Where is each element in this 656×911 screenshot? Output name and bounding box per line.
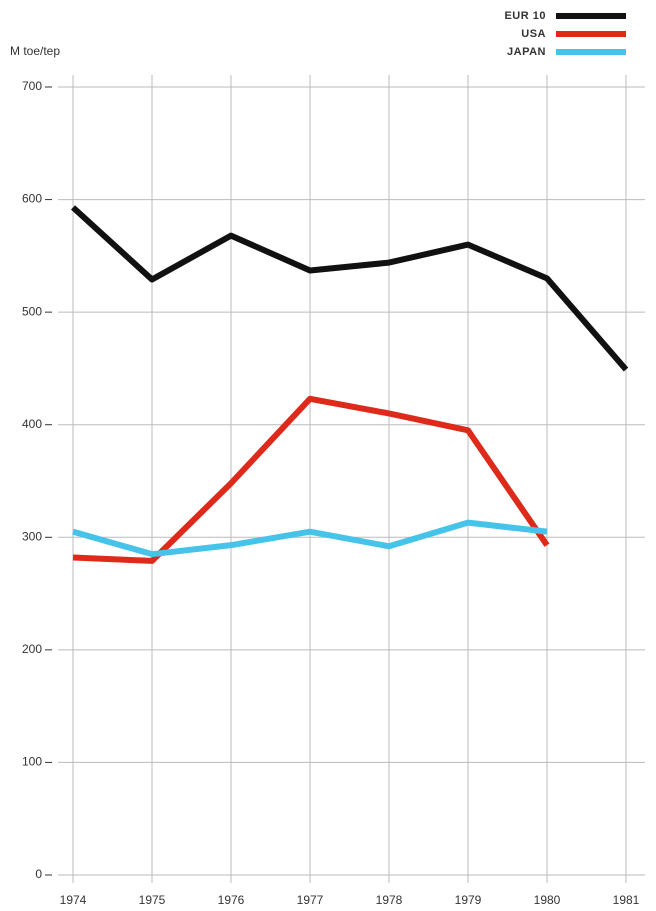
y-tick-label: 700: [22, 79, 42, 93]
y-tick-label: 100: [22, 755, 42, 769]
legend-label: JAPAN: [507, 46, 546, 58]
y-axis-label: M toe/tep: [10, 44, 60, 58]
x-tick-label: 1979: [455, 893, 482, 907]
y-tick-label: 300: [22, 529, 42, 543]
x-tick-label: 1974: [60, 893, 87, 907]
series-line: [70, 205, 629, 372]
x-tick-label: 1978: [376, 893, 403, 907]
series-line: [72, 519, 548, 558]
y-tick-label: 0: [35, 867, 42, 881]
x-tick-label: 1976: [218, 893, 245, 907]
x-tick-label: 1980: [534, 893, 561, 907]
x-tick-label: 1975: [139, 893, 166, 907]
legend-label: USA: [521, 28, 546, 40]
series-line: [72, 395, 550, 564]
x-tick-label: 1981: [613, 893, 640, 907]
x-tick-label: 1977: [297, 893, 324, 907]
y-tick-label: 400: [22, 417, 42, 431]
y-tick-label: 600: [22, 192, 42, 206]
y-tick-label: 200: [22, 642, 42, 656]
y-tick-label: 500: [22, 304, 42, 318]
legend-label: EUR 10: [504, 10, 546, 22]
